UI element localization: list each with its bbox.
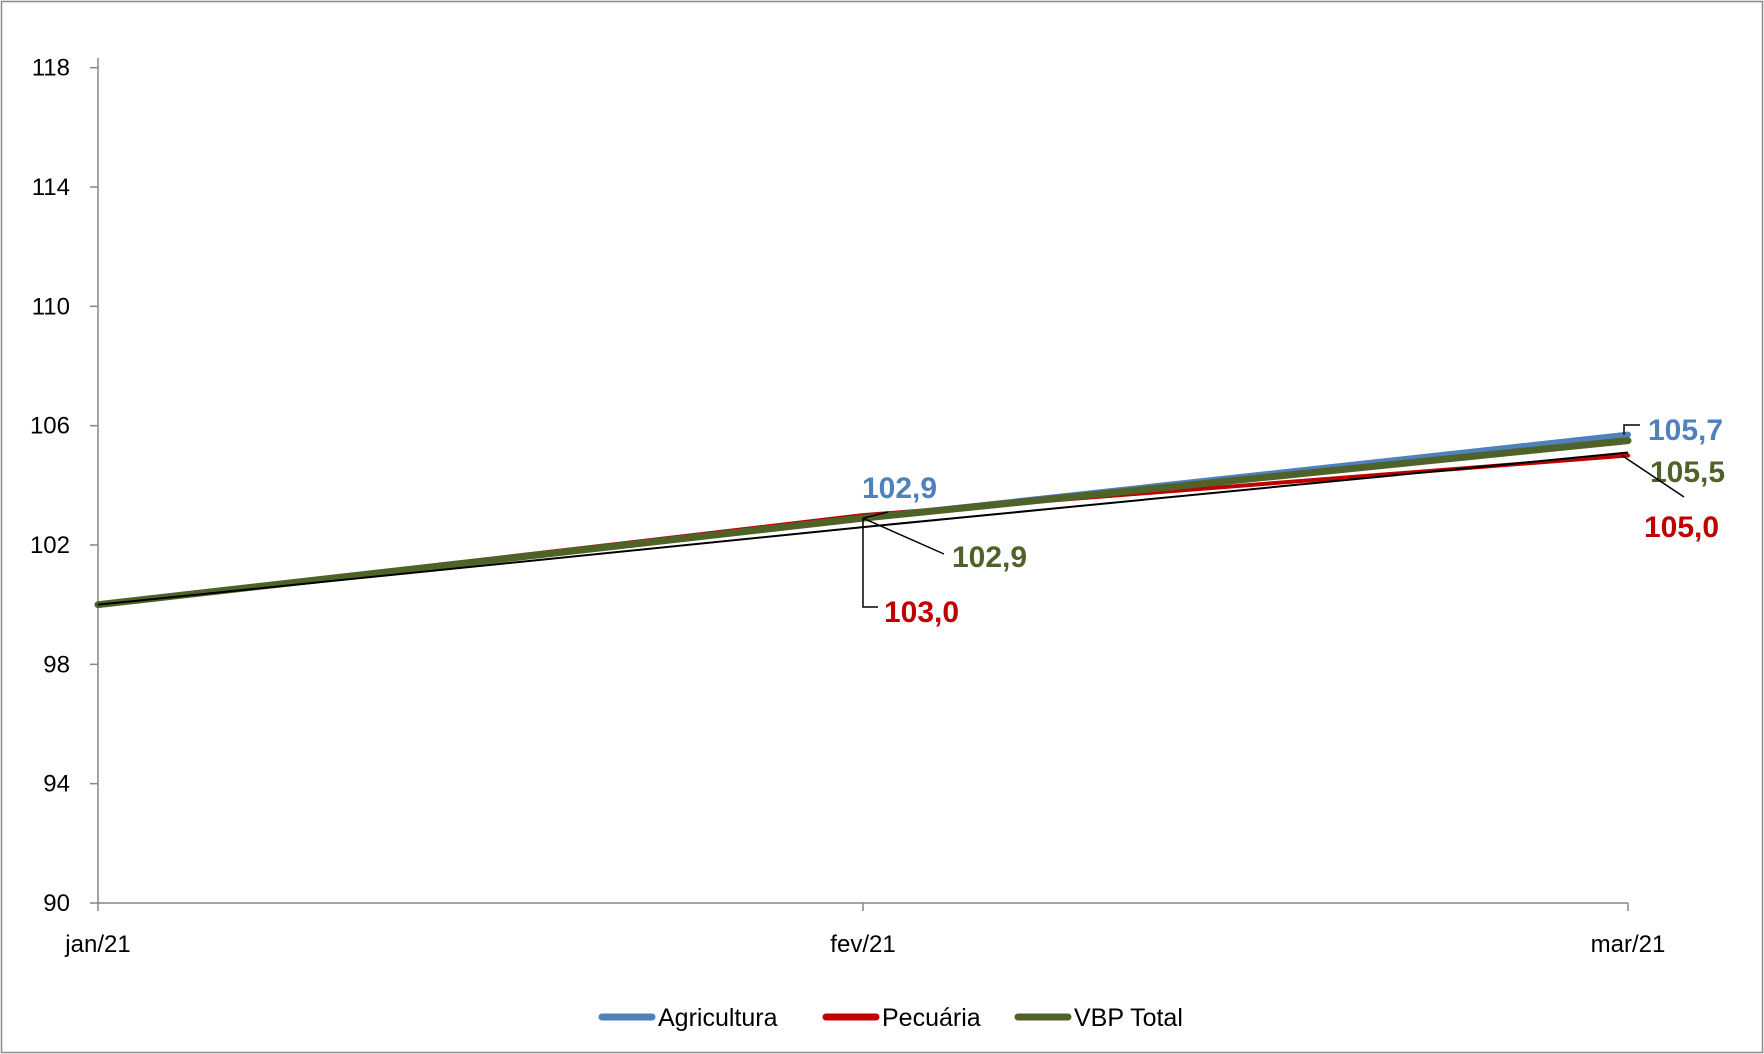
- legend-label: Agricultura: [658, 1004, 778, 1032]
- y-tick-label: 106: [30, 413, 70, 440]
- data-label-leader-line: [862, 511, 889, 519]
- data-label-agricultura: 105,7: [1648, 414, 1723, 447]
- y-tick-label: 94: [43, 771, 70, 798]
- data-label-leader-line: [1623, 424, 1640, 435]
- data-label-vbp-total: 105,5: [1650, 456, 1725, 489]
- data-label-agricultura: 102,9: [862, 472, 937, 505]
- x-tick-label: fev/21: [830, 931, 895, 958]
- y-tick-label: 118: [32, 55, 70, 82]
- y-tick-label: 102: [30, 532, 70, 559]
- axes: 90 94 98 102 106 110 114 118 jan/21 fev/21 mar/21: [30, 55, 1665, 958]
- data-label-leader-line: [1621, 454, 1685, 498]
- data-label-leader-line: [862, 517, 945, 555]
- data-label-vbp-total: 102,9: [952, 541, 1027, 574]
- data-label-pecuária: 105,0: [1644, 511, 1719, 544]
- legend-label: Pecuária: [882, 1004, 981, 1032]
- legend: Agricultura Pecuária VBP Total: [598, 1004, 1183, 1032]
- x-tick-label: mar/21: [1591, 931, 1666, 958]
- data-labels: 102,9 103,0 102,9 105,7 105,5 105,0: [862, 414, 1725, 629]
- legend-label: VBP Total: [1074, 1004, 1183, 1032]
- data-label-leader-line: [862, 518, 878, 608]
- y-tick-label: 110: [32, 293, 70, 320]
- legend-item-pecuária: Pecuária: [822, 1004, 981, 1032]
- x-tick-label: jan/21: [64, 931, 130, 958]
- data-label-pecuária: 103,0: [884, 596, 959, 629]
- legend-item-vbp-total: VBP Total: [1014, 1004, 1183, 1032]
- y-tick-label: 114: [32, 174, 70, 201]
- y-tick-label: 90: [43, 890, 70, 917]
- legend-item-agricultura: Agricultura: [598, 1004, 778, 1032]
- y-tick-label: 98: [43, 651, 70, 678]
